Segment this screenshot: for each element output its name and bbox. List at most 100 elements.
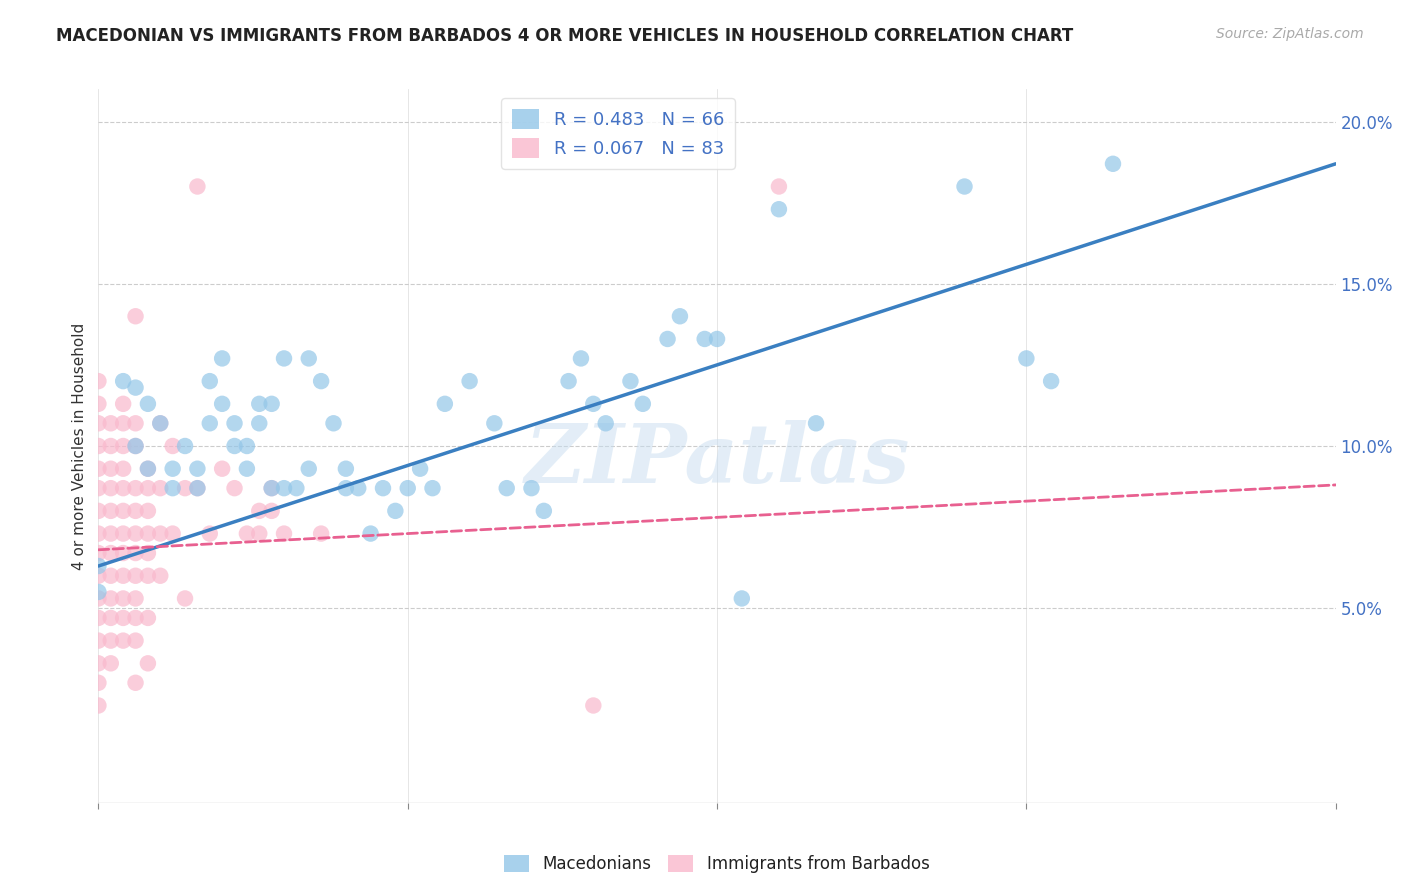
Point [260,397,283,411]
Point [100,633,122,648]
Point [136,504,159,518]
Point [124,526,146,541]
Point [124,439,146,453]
Point [100,568,122,582]
Point [224,439,246,453]
Point [112,374,135,388]
Point [273,351,295,366]
Point [100,461,122,475]
Point [136,526,159,541]
Point [124,439,146,453]
Point [136,461,159,475]
Point [87,675,110,690]
Point [162,526,184,541]
Point [247,504,270,518]
Legend: Macedonians, Immigrants from Barbados: Macedonians, Immigrants from Barbados [498,848,936,880]
Point [768,179,790,194]
Point [136,481,159,495]
Point [149,481,172,495]
Point [706,332,728,346]
Point [124,611,146,625]
Point [100,526,122,541]
Point [186,481,208,495]
Point [87,397,110,411]
Point [136,611,159,625]
Point [87,461,110,475]
Point [112,568,135,582]
Point [309,526,332,541]
Point [136,568,159,582]
Point [112,591,135,606]
Point [322,417,344,431]
Point [260,481,283,495]
Point [335,461,357,475]
Point [631,397,654,411]
Point [87,611,110,625]
Point [87,698,110,713]
Point [87,374,110,388]
Point [112,461,135,475]
Point [124,591,146,606]
Point [298,461,321,475]
Point [211,351,233,366]
Point [236,461,259,475]
Point [112,417,135,431]
Point [136,397,159,411]
Point [124,417,146,431]
Point [87,526,110,541]
Point [124,568,146,582]
Point [124,481,146,495]
Point [149,417,172,431]
Point [100,546,122,560]
Point [619,374,641,388]
Point [149,568,172,582]
Point [124,381,146,395]
Point [87,585,110,599]
Point [433,397,456,411]
Point [409,461,432,475]
Point [87,504,110,518]
Point [186,481,208,495]
Point [136,657,159,671]
Point [136,461,159,475]
Point [520,481,543,495]
Point [260,504,283,518]
Point [693,332,716,346]
Point [100,481,122,495]
Point [124,546,146,560]
Point [100,611,122,625]
Point [112,611,135,625]
Point [247,526,270,541]
Point [198,374,221,388]
Point [211,461,233,475]
Point [768,202,790,217]
Point [112,633,135,648]
Point [657,332,679,346]
Point [582,698,605,713]
Point [273,481,295,495]
Point [569,351,592,366]
Point [260,481,283,495]
Point [124,504,146,518]
Point [136,546,159,560]
Point [236,526,259,541]
Point [335,481,357,495]
Point [174,591,197,606]
Point [458,374,481,388]
Point [112,526,135,541]
Point [1015,351,1038,366]
Point [273,526,295,541]
Point [224,481,246,495]
Point [804,417,827,431]
Point [112,397,135,411]
Point [124,310,146,324]
Point [669,310,692,324]
Point [124,633,146,648]
Point [557,374,579,388]
Point [347,481,370,495]
Point [87,568,110,582]
Point [533,504,555,518]
Point [87,633,110,648]
Point [112,504,135,518]
Point [198,417,221,431]
